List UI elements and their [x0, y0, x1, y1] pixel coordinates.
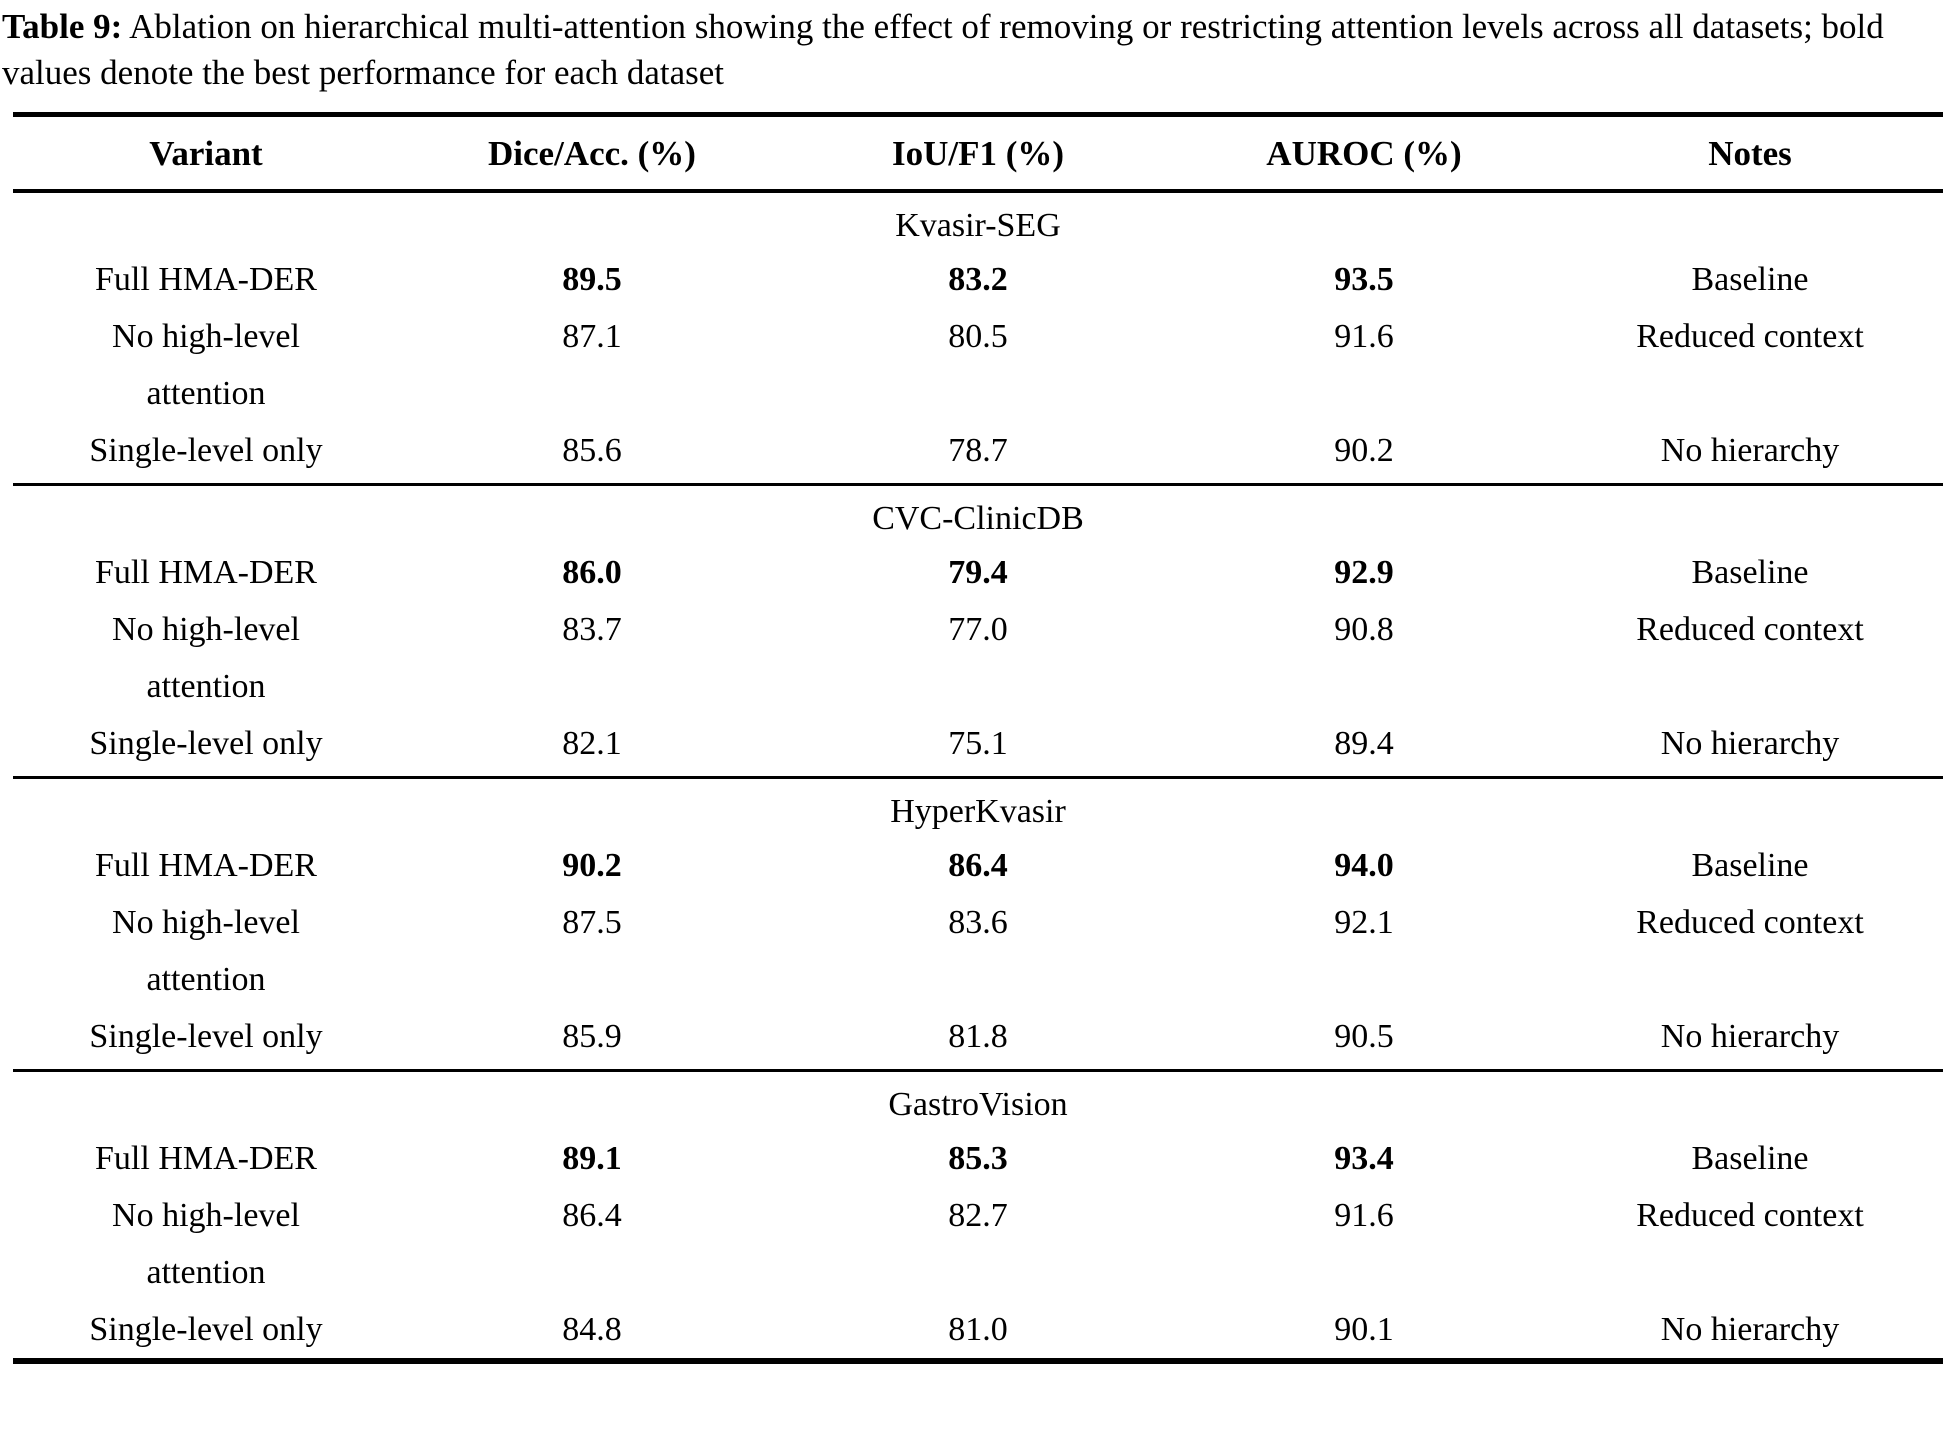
section-title: GastroVision: [888, 1086, 1068, 1123]
cell-iou-f1: 82.7: [948, 1197, 1008, 1234]
cell-dice-acc: 86.4: [562, 1197, 622, 1234]
cell-notes: Baseline: [1691, 847, 1809, 884]
cell-iou-f1: 86.4: [948, 847, 1008, 884]
cell-variant: Single-level only: [13, 422, 399, 486]
cell-dice-acc: 89.1: [562, 1140, 622, 1177]
cell-iou-f1: 81.8: [785, 1008, 1171, 1072]
cell-dice-acc: 85.6: [399, 422, 785, 486]
cell-variant: No high-level attention: [112, 904, 300, 998]
table-row: Single-level only 82.1 75.1 89.4 No hier…: [13, 715, 1943, 779]
table-caption: Table 9: Ablation on hierarchical multi-…: [0, 0, 1955, 96]
cell-auroc: 90.5: [1171, 1008, 1557, 1072]
cell-variant: Single-level only: [13, 1008, 399, 1072]
table-row: No high-level attention 87.1 80.5 91.6 R…: [13, 308, 1943, 422]
table-row: No high-level attention 87.5 83.6 92.1 R…: [13, 894, 1943, 1008]
cell-dice-acc: 87.5: [562, 904, 622, 941]
table-row: Full HMA-DER 89.5 83.2 93.5 Baseline: [13, 251, 1943, 308]
cell-notes: Baseline: [1691, 554, 1809, 591]
cell-notes: Reduced context: [1636, 1197, 1864, 1234]
cell-auroc: 94.0: [1334, 847, 1394, 884]
cell-auroc: 93.5: [1334, 261, 1394, 298]
col-header-notes: Notes: [1557, 114, 1943, 193]
cell-notes: Reduced context: [1636, 318, 1864, 355]
cell-notes: Reduced context: [1636, 611, 1864, 648]
section-title: HyperKvasir: [890, 793, 1066, 830]
cell-iou-f1: 80.5: [948, 318, 1008, 355]
cell-variant: Full HMA-DER: [95, 847, 317, 884]
cell-variant: Full HMA-DER: [95, 1140, 317, 1177]
cell-variant: Single-level only: [89, 1311, 323, 1348]
cell-dice-acc: 86.0: [562, 554, 622, 591]
cell-iou-f1: 79.4: [948, 554, 1008, 591]
cell-auroc: 92.9: [1334, 554, 1394, 591]
section-title-row: CVC-ClinicDB: [13, 485, 1943, 545]
table-row: Full HMA-DER 89.1 85.3 93.4 Baseline: [13, 1130, 1943, 1187]
cell-auroc: 90.1: [1334, 1311, 1394, 1348]
header-row: Variant Dice/Acc. (%) IoU/F1 (%) AUROC (…: [13, 114, 1943, 193]
cell-notes: Baseline: [1691, 261, 1809, 298]
table-row: Full HMA-DER 90.2 86.4 94.0 Baseline: [13, 837, 1943, 894]
cell-dice-acc: 85.9: [399, 1008, 785, 1072]
col-header-dice-acc: Dice/Acc. (%): [399, 114, 785, 193]
section-title-row: GastroVision: [13, 1071, 1943, 1131]
table-row: Single-level only 84.8 81.0 90.1 No hier…: [13, 1301, 1943, 1361]
table-row: No high-level attention 86.4 82.7 91.6 R…: [13, 1187, 1943, 1301]
cell-auroc: 90.8: [1334, 611, 1394, 648]
cell-notes: Reduced context: [1636, 904, 1864, 941]
cell-notes: Baseline: [1691, 1140, 1809, 1177]
col-header-iou-f1: IoU/F1 (%): [785, 114, 1171, 193]
cell-dice-acc: 82.1: [399, 715, 785, 779]
cell-variant: Full HMA-DER: [95, 261, 317, 298]
cell-auroc: 93.4: [1334, 1140, 1394, 1177]
table-caption-label: Table 9:: [2, 7, 123, 46]
cell-notes: No hierarchy: [1557, 422, 1943, 486]
cell-notes: No hierarchy: [1557, 1008, 1943, 1072]
cell-dice-acc: 83.7: [562, 611, 622, 648]
col-header-variant: Variant: [13, 114, 399, 193]
table-row: Single-level only 85.9 81.8 90.5 No hier…: [13, 1008, 1943, 1072]
cell-iou-f1: 83.2: [948, 261, 1008, 298]
cell-notes: No hierarchy: [1660, 1311, 1840, 1348]
col-header-auroc: AUROC (%): [1171, 114, 1557, 193]
cell-auroc: 91.6: [1334, 1197, 1394, 1234]
cell-iou-f1: 78.7: [785, 422, 1171, 486]
cell-variant: Full HMA-DER: [95, 554, 317, 591]
cell-iou-f1: 77.0: [948, 611, 1008, 648]
cell-variant: Single-level only: [13, 715, 399, 779]
table-row: Full HMA-DER 86.0 79.4 92.9 Baseline: [13, 544, 1943, 601]
cell-dice-acc: 90.2: [562, 847, 622, 884]
cell-dice-acc: 89.5: [562, 261, 622, 298]
ablation-table: Variant Dice/Acc. (%) IoU/F1 (%) AUROC (…: [13, 112, 1943, 1364]
cell-iou-f1: 85.3: [948, 1140, 1008, 1177]
cell-variant: No high-level attention: [112, 611, 300, 705]
cell-dice-acc: 87.1: [562, 318, 622, 355]
section-title: Kvasir-SEG: [895, 207, 1061, 244]
section-title-row: HyperKvasir: [13, 778, 1943, 838]
cell-variant: No high-level attention: [112, 318, 300, 412]
cell-auroc: 91.6: [1334, 318, 1394, 355]
cell-auroc: 92.1: [1334, 904, 1394, 941]
cell-variant: No high-level attention: [112, 1197, 300, 1291]
cell-iou-f1: 81.0: [948, 1311, 1008, 1348]
cell-notes: No hierarchy: [1557, 715, 1943, 779]
cell-iou-f1: 83.6: [948, 904, 1008, 941]
section-title: CVC-ClinicDB: [872, 500, 1084, 537]
table-row: Single-level only 85.6 78.7 90.2 No hier…: [13, 422, 1943, 486]
cell-iou-f1: 75.1: [785, 715, 1171, 779]
table-row: No high-level attention 83.7 77.0 90.8 R…: [13, 601, 1943, 715]
cell-dice-acc: 84.8: [562, 1311, 622, 1348]
cell-auroc: 89.4: [1171, 715, 1557, 779]
section-title-row: Kvasir-SEG: [13, 191, 1943, 251]
table-caption-text: Ablation on hierarchical multi-attention…: [2, 7, 1884, 92]
cell-auroc: 90.2: [1171, 422, 1557, 486]
